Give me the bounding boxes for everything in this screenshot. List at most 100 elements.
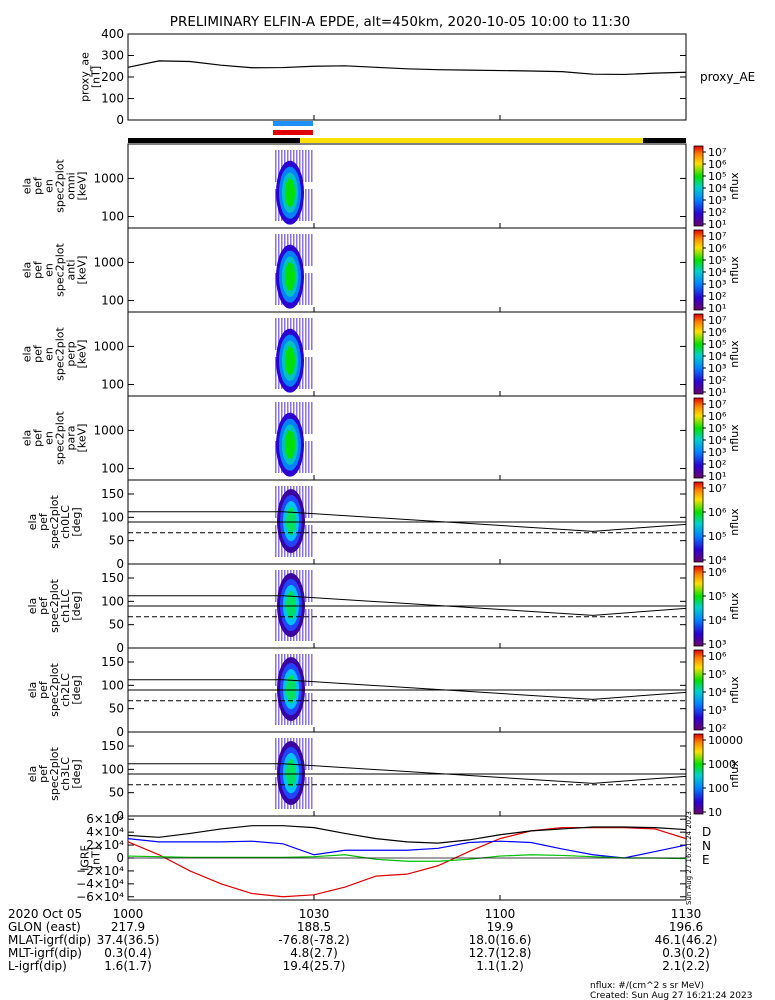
colorbar-label-anti: 10⁶ [708,242,727,255]
spectrogram-stripe [311,234,313,266]
spectrogram-stripe [299,150,301,182]
spectrogram-stripe [305,570,307,602]
ylabel-omni: omni [65,172,78,199]
ylabel-anti: [keV] [76,256,89,285]
spectrogram-stripe [299,234,301,266]
spectrogram-stripe [302,525,304,557]
spectrogram-stripe [275,357,277,389]
spectrogram-stripe [278,234,280,266]
ytick-label-perp: 100 [101,378,124,392]
spectrogram-stripe [305,150,307,182]
colorbar-label-para: 10³ [708,446,726,459]
ytick-label-ch1LC: 100 [101,594,124,608]
spectrogram-stripe [275,150,277,182]
spectrogram-stripe [305,234,307,266]
spectrogram-stripe [305,402,307,434]
annotation-value: 18.0(16.6) [469,933,532,947]
spectrogram-stripe [308,318,310,350]
spectrogram-stripe [275,738,277,770]
ytick-label-igrf: −6×10⁴ [76,890,124,904]
colorbar-label-anti: 10² [708,290,726,303]
colorbar-label-perp: 10⁵ [708,338,726,351]
ytick-label-ch1LC: 50 [109,618,124,632]
spectrogram-stripe [308,150,310,182]
spectrogram-stripe [275,189,277,221]
spectrogram-stripe [278,525,280,557]
annotation-value: -76.8(-78.2) [278,933,349,947]
annotation-value: 19.9 [487,920,514,934]
ylabel-ch3LC: pef [37,764,50,783]
colorbar-label-para: 10⁴ [708,434,727,447]
spectrogram-stripe [311,525,313,557]
spectrogram-stripe [281,150,283,182]
colorbar-label-ch3LC: 10000 [708,734,743,747]
colorbar-title-ch1LC: nflux [728,592,741,620]
right-label-proxy_ae: proxy_AE [700,70,755,84]
ylabel-omni: spec2plot [54,159,67,213]
panel-frame-perp [127,311,687,397]
colorbar-label-ch1LC: 10⁵ [708,590,726,603]
annotation-value: 1.6(1.7) [104,959,152,973]
spectrogram-stripe [308,486,310,518]
annotation-value: 0.3(0.4) [104,946,152,960]
spectrogram-stripe [302,570,304,602]
spectrogram-omni [275,150,313,225]
spectrogram-stripe [308,402,310,434]
annotation-value: 196.6 [669,920,703,934]
ylabel-perp: en [43,347,56,361]
spectrogram-stripe [311,402,313,434]
ytick-label-perp: 1000 [93,339,124,353]
ylabel-perp: [keV] [76,340,89,369]
spectrogram-stripe [311,189,313,221]
ylabel-igrf: [nT] [90,847,103,869]
colorbar-label-anti: 10⁴ [708,266,727,279]
spectrogram-core [286,758,296,788]
colorbar-label-ch1LC: 10⁴ [708,614,727,627]
panel-frame-omni [127,143,687,229]
spectrogram-stripe [302,318,304,350]
panel-frame-para [127,395,687,481]
loss-cone-lines-ch2LC [128,679,687,702]
spectrogram-stripe [311,486,313,518]
ytick-label-para: 1000 [93,423,124,437]
ytick-label-para: 100 [101,462,124,476]
spectrogram-stripe [305,738,307,770]
spectrogram-core [286,674,296,704]
ylabel-ch2LC: pef [37,680,50,699]
spectrogram-stripe [311,273,313,305]
spectrogram-stripe [305,189,307,221]
spectrogram-stripe [305,777,307,809]
ylabel-anti: anti [65,259,78,280]
spectrogram-stripe [311,570,313,602]
colorbar-label-omni: 10³ [708,194,726,207]
panel-frame-proxy_ae [127,33,687,121]
xtick-label: 1130 [671,907,702,921]
ylabel-ch3LC: ela [26,766,39,783]
spectrogram-ch2LC [275,654,313,725]
colorbar-title-perp: nflux [728,340,741,368]
ylabel-para: spec2plot [54,411,67,465]
colorbar-label-ch0LC: 10⁴ [708,554,727,567]
colorbar-label-ch2LC: 10⁶ [708,650,727,663]
footer-created: Created: Sun Aug 27 16:21:24 2023 [590,991,752,1000]
colorbar-label-ch0LC: 10⁵ [708,530,726,543]
ylabel-omni: pef [32,176,45,195]
spectrogram-stripe [299,318,301,350]
annotation-value: 46.1(46.2) [655,933,718,947]
colorbar-label-ch2LC: 10² [708,722,726,735]
annotation-value: 19.4(25.7) [283,959,346,973]
spectrogram-stripe [311,357,313,389]
annotation-value: 2.1(2.2) [662,959,710,973]
colorbar-label-perp: 10³ [708,362,726,375]
colorbar-label-perp: 10¹ [708,386,726,399]
ytick-label-ch2LC: 150 [101,655,124,669]
ytick-label-omni: 100 [101,210,124,224]
spectrogram-stripe [308,609,310,641]
colorbar-para [693,397,704,479]
spectrogram-stripe [305,525,307,557]
spectrogram-stripe [305,609,307,641]
annotation-value: 0.3(0.2) [662,946,710,960]
science-zone-bar-blue [273,121,313,126]
spectrogram-stripe [275,402,277,434]
colorbar-label-ch1LC: 10³ [708,638,726,651]
